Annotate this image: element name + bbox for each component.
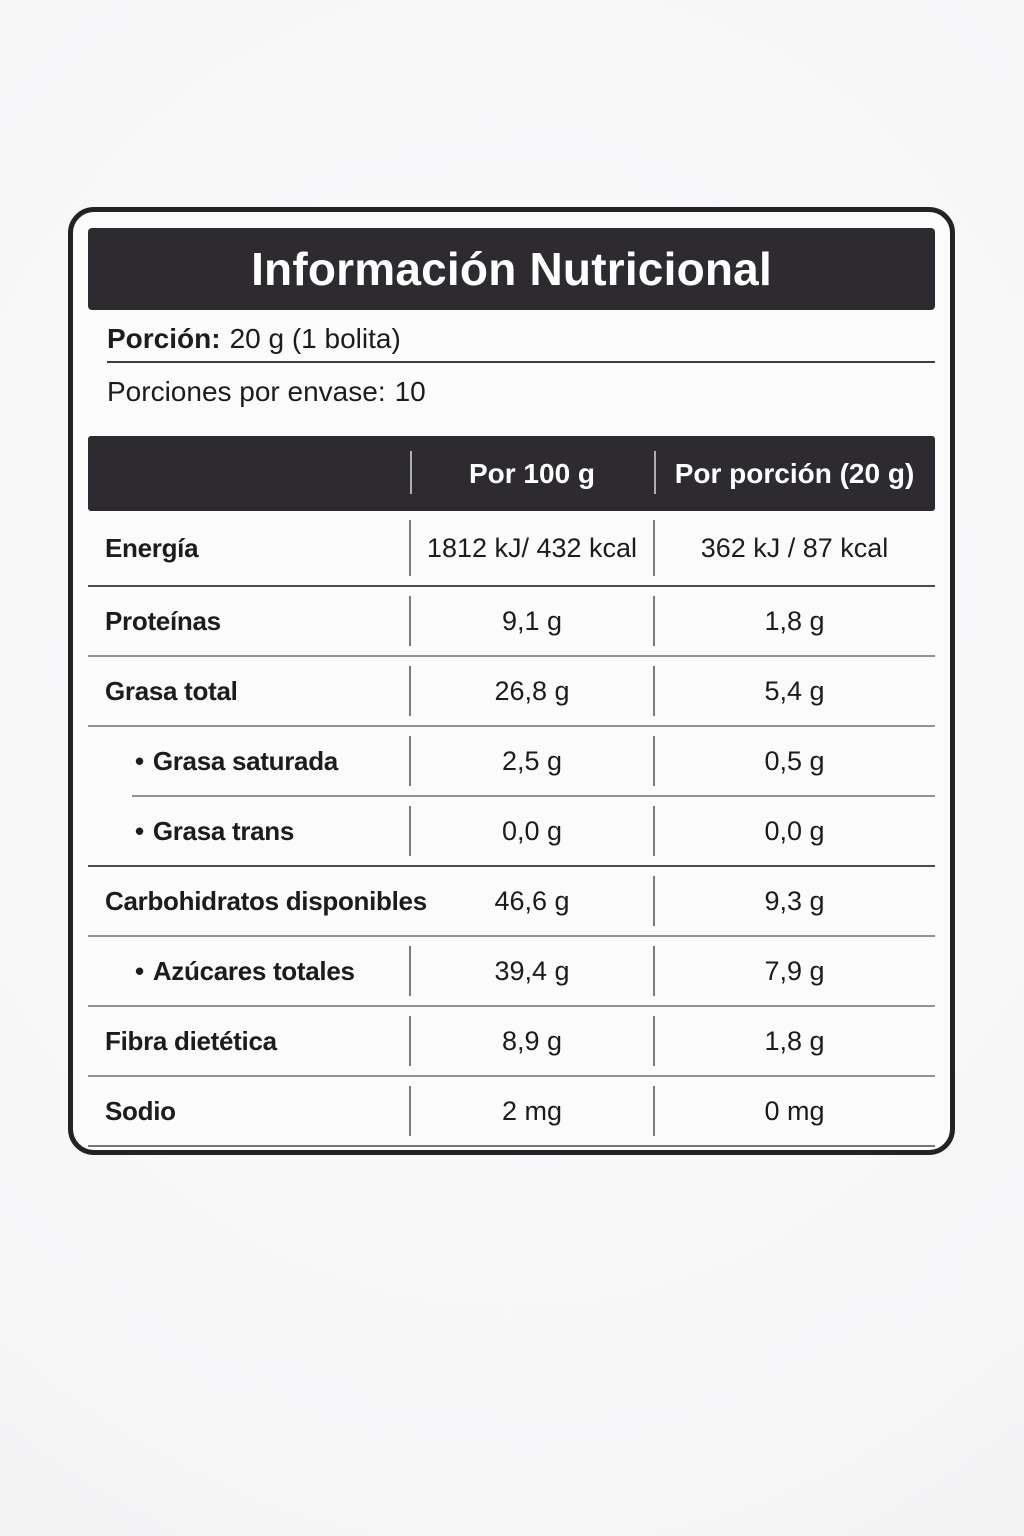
table-bottom-line	[88, 1145, 935, 1147]
table-row-sodio: Sodio 2 mg 0 mg	[88, 1077, 935, 1145]
value-per-portion: 362 kJ / 87 kcal	[653, 511, 935, 585]
nutrition-label-card: Información Nutricional Porción: 20 g (1…	[68, 207, 955, 1155]
table-row-fibra: Fibra dietética 8,9 g 1,8 g	[88, 1007, 935, 1075]
value-per-100g: 2 mg	[409, 1077, 654, 1145]
column-header-per-100g: Por 100 g	[468, 457, 596, 489]
value-per-portion: 0,0 g	[653, 797, 935, 865]
nutrient-name: • Grasa saturada	[88, 727, 410, 795]
table-row-grasa-saturada: • Grasa saturada 2,5 g 0,5 g	[88, 727, 935, 795]
nutrient-name: Fibra dietética	[105, 1025, 277, 1056]
nutrient-name: Sodio	[105, 1095, 176, 1126]
row-divider	[88, 725, 935, 727]
value-per-100g: 0,0 g	[409, 797, 654, 865]
table-row-grasa-total: Grasa total 26,8 g 5,4 g	[88, 657, 935, 725]
bullet-icon: •	[135, 815, 144, 846]
row-divider	[88, 655, 935, 657]
value-per-100g: 2,5 g	[409, 727, 654, 795]
value-per-100g: 8,9 g	[409, 1007, 654, 1075]
nutrient-name: • Azúcares totales	[88, 937, 410, 1005]
value-per-portion: 7,9 g	[653, 937, 935, 1005]
bullet-icon: •	[135, 955, 144, 986]
nutrient-name-text: Azúcares totales	[152, 955, 355, 986]
value-per-portion: 0 mg	[653, 1077, 935, 1145]
serving-size-value: 20 g (1 bolita)	[229, 322, 401, 354]
table-row-azucares: • Azúcares totales 39,4 g 7,9 g	[88, 937, 935, 1005]
serving-size-label: Porción:	[107, 322, 221, 354]
nutrient-name-text: Grasa trans	[152, 815, 295, 846]
table-row-energia: Energía 1812 kJ/ 432 kcal 362 kJ / 87 kc…	[88, 511, 935, 585]
row-divider	[132, 795, 935, 797]
nutrient-name: Grasa total	[105, 675, 238, 706]
header-column-separator	[410, 451, 412, 494]
row-divider	[88, 1075, 935, 1077]
column-header-per-portion: Por porción (20 g)	[674, 457, 915, 489]
servings-per-pack-line: Porciones por envase: 10	[107, 369, 935, 414]
value-per-portion: 9,3 g	[653, 867, 935, 935]
bullet-icon: •	[135, 745, 144, 776]
header-column-separator	[654, 451, 656, 494]
servings-per-pack-value: 10	[394, 375, 426, 407]
nutrient-name: • Grasa trans	[88, 797, 410, 865]
servings-per-pack-label: Porciones por envase:	[107, 375, 386, 407]
nutrient-name-text: Grasa saturada	[152, 745, 338, 776]
value-per-100g: 39,4 g	[409, 937, 654, 1005]
nutrient-name: Proteínas	[105, 605, 221, 636]
table-row-carbohidratos: Carbohidratos disponibles 46,6 g 9,3 g	[88, 867, 935, 935]
value-per-100g: 26,8 g	[409, 657, 654, 725]
table-header: Por 100 g Por porción (20 g)	[88, 436, 935, 511]
value-per-portion: 1,8 g	[653, 587, 935, 655]
row-divider	[88, 935, 935, 937]
row-divider	[88, 865, 935, 867]
table-row-grasa-trans: • Grasa trans 0,0 g 0,0 g	[88, 797, 935, 865]
divider-line	[107, 361, 935, 363]
value-per-portion: 0,5 g	[653, 727, 935, 795]
nutrient-name: Carbohidratos disponibles	[105, 885, 427, 916]
row-divider	[88, 1005, 935, 1007]
value-per-100g: 46,6 g	[494, 885, 570, 916]
label-title-bar: Información Nutricional	[88, 228, 935, 310]
label-title: Información Nutricional	[251, 243, 772, 295]
value-per-100g: 9,1 g	[409, 587, 654, 655]
value-per-portion: 1,8 g	[653, 1007, 935, 1075]
serving-size-line: Porción: 20 g (1 bolita)	[107, 316, 935, 361]
table-row-proteinas: Proteínas 9,1 g 1,8 g	[88, 587, 935, 655]
value-per-portion: 5,4 g	[653, 657, 935, 725]
value-per-100g: 1812 kJ/ 432 kcal	[409, 511, 654, 585]
nutrient-name: Energía	[105, 532, 199, 563]
row-divider	[88, 585, 935, 587]
